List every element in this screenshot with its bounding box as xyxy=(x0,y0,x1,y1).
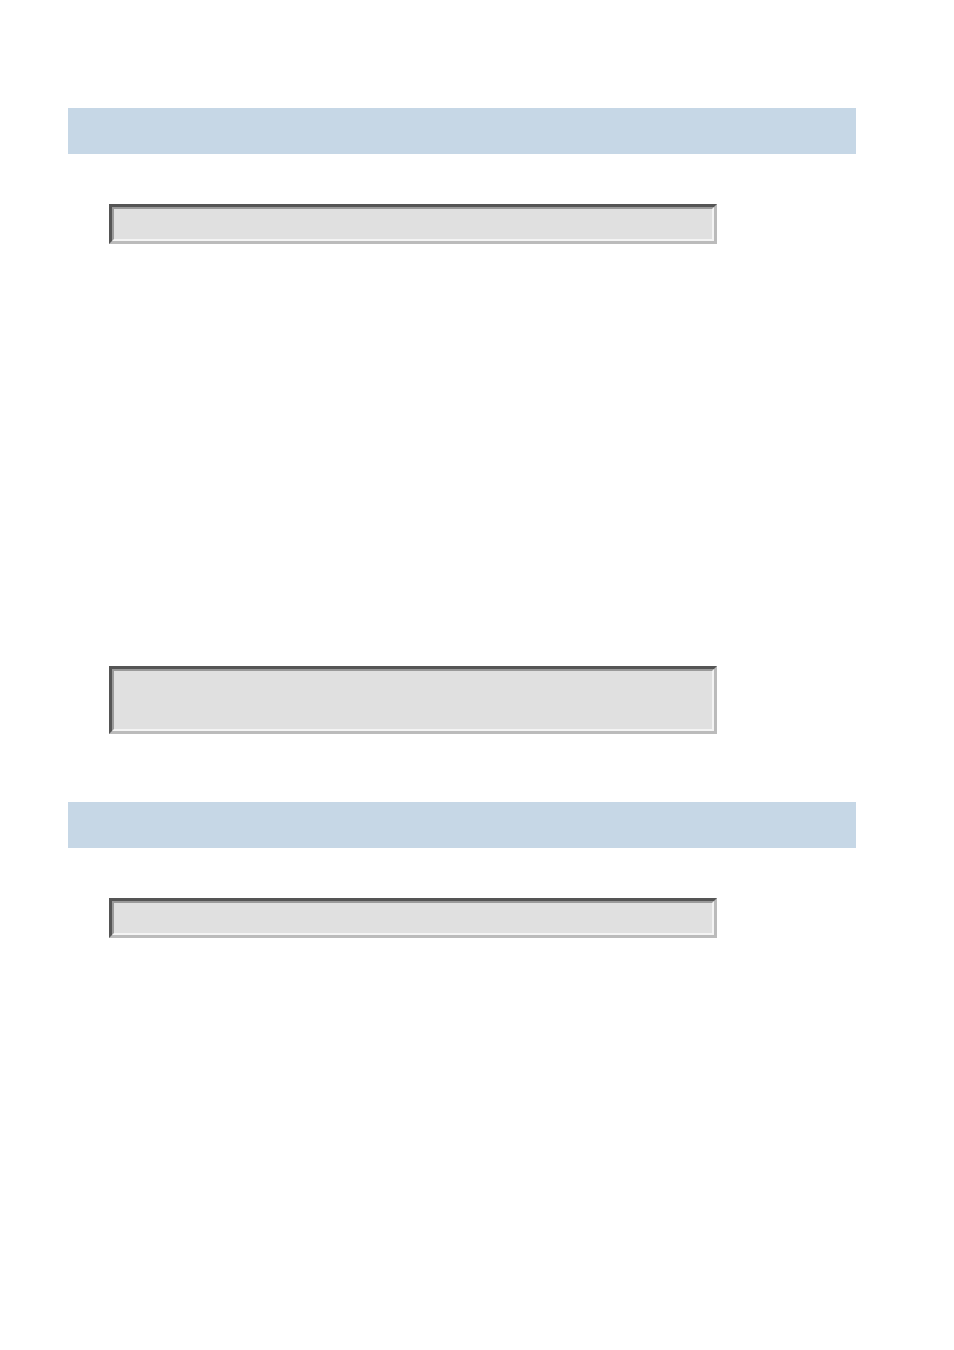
input-box-1[interactable] xyxy=(109,204,717,244)
input-box-3[interactable] xyxy=(109,898,717,938)
section-header-bar-2 xyxy=(68,802,856,848)
input-box-2[interactable] xyxy=(109,666,717,734)
section-header-bar-1 xyxy=(68,108,856,154)
